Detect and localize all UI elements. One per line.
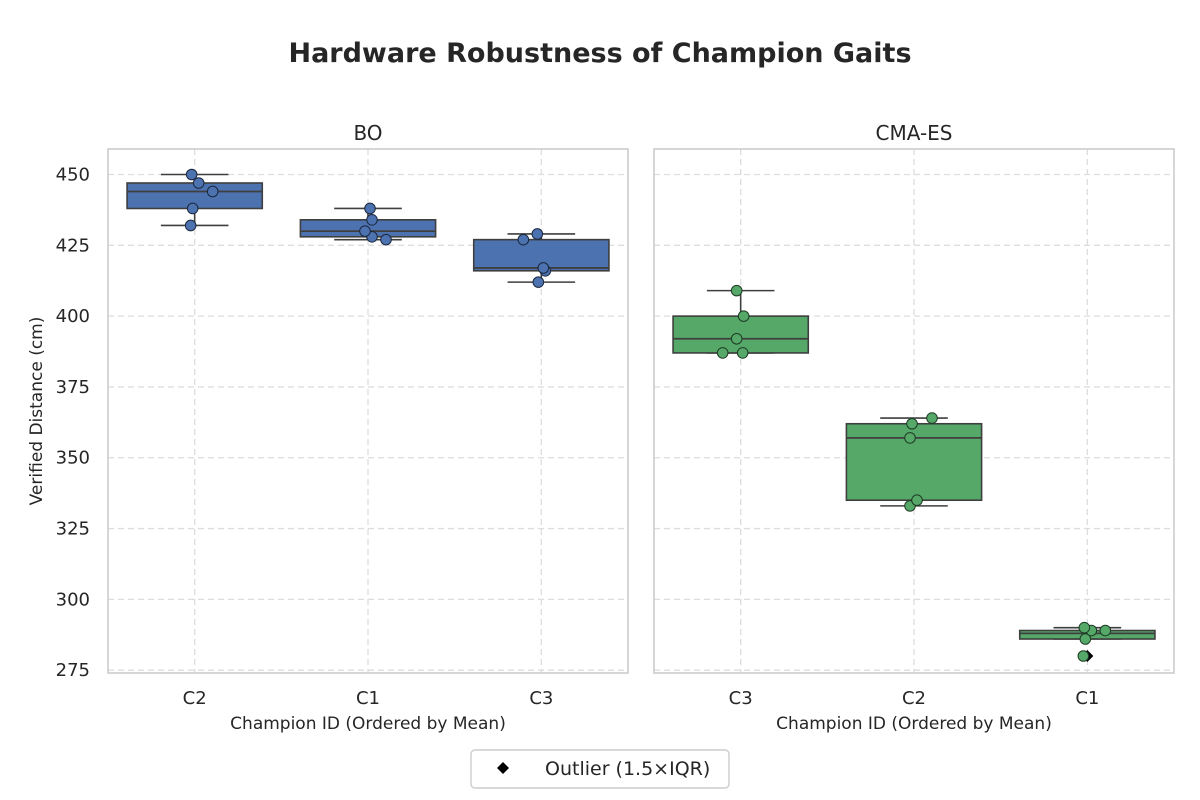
- data-point: [206, 185, 219, 198]
- y-tick-label: 400: [56, 306, 90, 327]
- data-point: [532, 276, 545, 288]
- y-tick-label: 325: [56, 519, 90, 540]
- data-point: [1079, 633, 1092, 645]
- data-point: [186, 202, 199, 215]
- panel-title: BO: [353, 121, 382, 145]
- data-point: [906, 417, 918, 430]
- panel-title: CMA-ES: [875, 121, 952, 145]
- y-tick-label: 450: [56, 164, 90, 185]
- box-C1: [1018, 621, 1156, 663]
- x-tick-label: C1: [1075, 688, 1099, 709]
- plot-frame: [653, 148, 1175, 674]
- data-point: [1099, 624, 1112, 637]
- data-point: [730, 284, 743, 297]
- data-point: [730, 332, 743, 345]
- box-C1: [299, 202, 437, 246]
- box-C3: [472, 228, 610, 288]
- legend: Outlier (1.5×IQR): [470, 749, 730, 789]
- panels: BO 275 300 325 350 375 400 425 450 C2 C1 C3 Champion…: [56, 121, 1175, 734]
- x-axis-label: Champion ID (Ordered by Mean): [230, 714, 506, 734]
- x-tick-label: C2: [902, 688, 926, 709]
- data-point: [926, 412, 938, 424]
- data-point: [911, 494, 923, 507]
- data-point: [359, 225, 371, 237]
- data-point: [364, 202, 376, 215]
- x-tick-label: C1: [356, 688, 380, 709]
- data-point: [1078, 621, 1091, 634]
- chart-title: Hardware Robustness of Champion Gaits: [288, 38, 911, 69]
- panel-1: CMA-ES C3 C2 C1 Champion ID (Ordered by Mean…: [653, 121, 1175, 734]
- data-point: [184, 219, 197, 232]
- box-C3: [672, 284, 810, 359]
- box-C2: [126, 168, 264, 232]
- data-point: [737, 310, 750, 322]
- data-point: [1077, 650, 1090, 662]
- box-body: [672, 315, 810, 354]
- legend-box: [470, 749, 730, 789]
- data-point: [716, 347, 729, 359]
- y-tick-label: 300: [56, 589, 90, 610]
- panel-0: BO 275 300 325 350 375 400 425 450 C2 C1 C3 Champion…: [56, 121, 629, 734]
- y-tick-label: 425: [56, 235, 90, 256]
- y-axis-label: Verified Distance (cm): [27, 317, 47, 506]
- x-tick-label: C2: [183, 688, 207, 709]
- y-tick-label: 275: [56, 660, 90, 681]
- x-tick-label: C3: [529, 688, 553, 709]
- data-point: [531, 228, 544, 240]
- y-tick-label: 375: [56, 377, 90, 398]
- y-tick-label: 350: [56, 448, 90, 469]
- data-point: [380, 233, 392, 246]
- data-point: [736, 347, 749, 359]
- legend-outlier-label: Outlier (1.5×IQR): [545, 758, 710, 780]
- data-point: [517, 233, 530, 246]
- x-tick-label: C3: [729, 688, 753, 709]
- legend-outlier-marker: [497, 762, 509, 774]
- data-point: [537, 262, 550, 274]
- data-point: [366, 214, 378, 226]
- data-point: [904, 432, 916, 444]
- box-C2: [845, 412, 983, 512]
- data-point: [192, 177, 205, 189]
- plot-frame: [107, 148, 629, 674]
- x-axis-label: Champion ID (Ordered by Mean): [776, 714, 1052, 734]
- data-point: [185, 168, 198, 181]
